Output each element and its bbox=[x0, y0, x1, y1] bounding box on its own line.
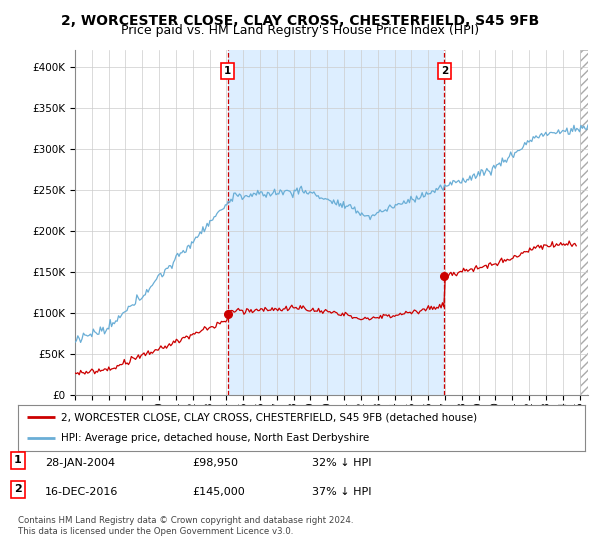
Bar bbox=[228, 50, 445, 395]
Text: 16-DEC-2016: 16-DEC-2016 bbox=[45, 487, 118, 497]
Text: 1: 1 bbox=[14, 455, 22, 465]
Bar bbox=[580, 50, 588, 395]
Text: 37% ↓ HPI: 37% ↓ HPI bbox=[312, 487, 371, 497]
Text: 1: 1 bbox=[224, 66, 232, 76]
Text: HPI: Average price, detached house, North East Derbyshire: HPI: Average price, detached house, Nort… bbox=[61, 433, 369, 444]
Text: 28-JAN-2004: 28-JAN-2004 bbox=[45, 458, 115, 468]
Text: Price paid vs. HM Land Registry's House Price Index (HPI): Price paid vs. HM Land Registry's House … bbox=[121, 24, 479, 37]
Text: Contains HM Land Registry data © Crown copyright and database right 2024.
This d: Contains HM Land Registry data © Crown c… bbox=[18, 516, 353, 536]
Text: 2: 2 bbox=[441, 66, 448, 76]
Text: 2, WORCESTER CLOSE, CLAY CROSS, CHESTERFIELD, S45 9FB (detached house): 2, WORCESTER CLOSE, CLAY CROSS, CHESTERF… bbox=[61, 412, 476, 422]
Text: 2, WORCESTER CLOSE, CLAY CROSS, CHESTERFIELD, S45 9FB: 2, WORCESTER CLOSE, CLAY CROSS, CHESTERF… bbox=[61, 14, 539, 28]
Text: 32% ↓ HPI: 32% ↓ HPI bbox=[312, 458, 371, 468]
Text: £145,000: £145,000 bbox=[192, 487, 245, 497]
Text: 2: 2 bbox=[14, 484, 22, 494]
Text: £98,950: £98,950 bbox=[192, 458, 238, 468]
